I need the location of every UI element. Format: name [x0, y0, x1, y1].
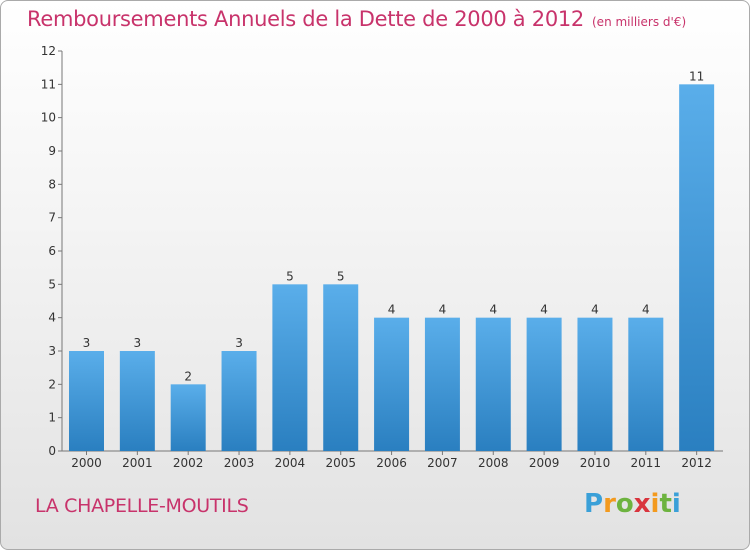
y-tick-label: 11 [41, 77, 56, 91]
x-tick-label: 2009 [529, 456, 560, 470]
bar-2012 [679, 84, 715, 451]
x-tick-label: 2002 [173, 456, 204, 470]
y-tick-label: 10 [41, 111, 56, 125]
y-tick-label: 7 [48, 211, 56, 225]
bar-2001 [119, 351, 155, 451]
bar-2006 [374, 317, 410, 451]
bar-value-label: 3 [134, 336, 142, 350]
x-tick-label: 2003 [224, 456, 255, 470]
bar-2008 [475, 317, 511, 451]
bar-value-label: 4 [591, 303, 599, 317]
x-tick-label: 2006 [376, 456, 407, 470]
bar-value-label: 4 [540, 303, 548, 317]
y-tick-label: 9 [48, 144, 56, 158]
y-tick-label: 8 [48, 177, 56, 191]
y-tick-label: 0 [48, 444, 56, 458]
x-tick-label: 2007 [427, 456, 458, 470]
chart-title-main: Remboursements Annuels de la Dette de 20… [27, 7, 584, 31]
x-tick-label: 2012 [681, 456, 712, 470]
bar-2004 [272, 284, 308, 451]
bar-value-label: 4 [439, 303, 447, 317]
proxiti-logo: Proxiti [584, 489, 681, 519]
x-tick-label: 2000 [71, 456, 102, 470]
y-tick-label: 1 [48, 411, 56, 425]
bar-2010 [577, 317, 613, 451]
commune-name: LA CHAPELLE-MOUTILS [35, 495, 249, 517]
bar-2002 [170, 384, 206, 451]
chart-bars: 3 3 2 3 5 5 4 4 4 4 4 4 11 [69, 69, 715, 451]
x-tick-label: 2008 [478, 456, 509, 470]
chart-title-unit: (en milliers d'€) [592, 15, 687, 29]
x-tick-label: 2011 [631, 456, 662, 470]
bar-value-label: 5 [337, 269, 345, 283]
bar-2005 [323, 284, 359, 451]
y-tick-label: 12 [41, 44, 56, 58]
bar-2011 [628, 317, 664, 451]
bar-value-label: 3 [235, 336, 243, 350]
bar-value-label: 4 [388, 303, 396, 317]
bar-2009 [526, 317, 562, 451]
bar-2003 [221, 351, 257, 451]
bar-value-label: 2 [184, 369, 192, 383]
y-tick-label: 4 [48, 311, 56, 325]
x-tick-label: 2010 [580, 456, 611, 470]
x-tick-label: 2001 [122, 456, 153, 470]
chart-title: Remboursements Annuels de la Dette de 20… [27, 7, 686, 31]
bar-2007 [424, 317, 460, 451]
y-tick-label: 5 [48, 277, 56, 291]
bar-value-label: 4 [642, 303, 650, 317]
x-tick-label: 2004 [275, 456, 306, 470]
y-tick-label: 3 [48, 344, 56, 358]
bar-2000 [69, 351, 104, 451]
x-tick-label: 2005 [325, 456, 356, 470]
bar-value-label: 11 [689, 69, 704, 83]
bar-value-label: 4 [489, 303, 497, 317]
y-tick-label: 2 [48, 377, 56, 391]
bar-value-label: 3 [83, 336, 91, 350]
bar-value-label: 5 [286, 269, 294, 283]
y-tick-label: 6 [48, 244, 56, 258]
